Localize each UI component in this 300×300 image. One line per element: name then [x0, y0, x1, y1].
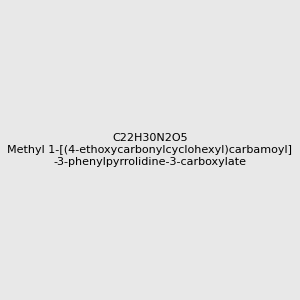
Text: C22H30N2O5
Methyl 1-[(4-ethoxycarbonylcyclohexyl)carbamoyl]
-3-phenylpyrrolidine: C22H30N2O5 Methyl 1-[(4-ethoxycarbonylcy… — [8, 134, 292, 166]
